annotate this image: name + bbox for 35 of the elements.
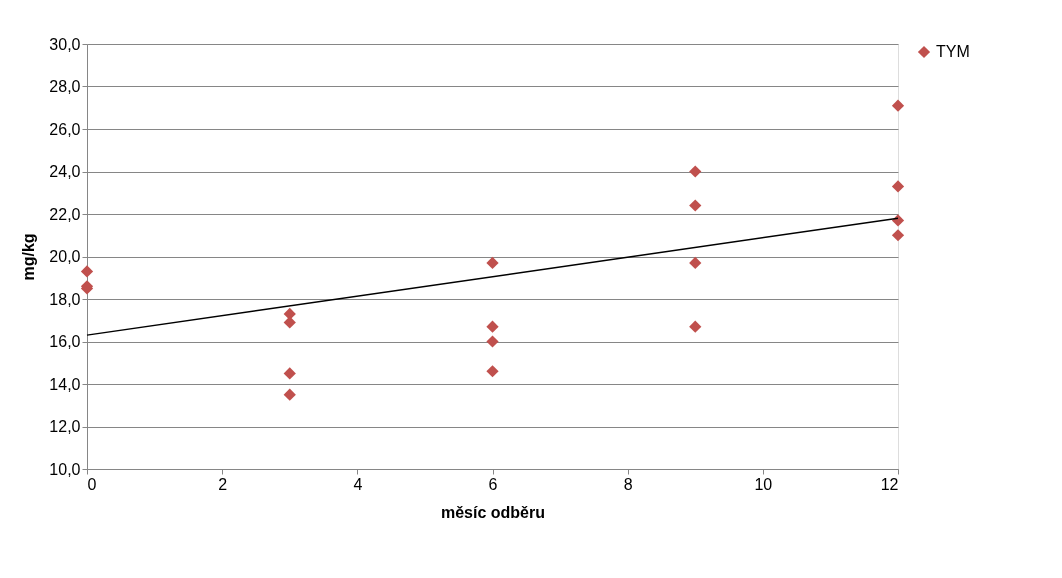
point xyxy=(689,256,702,269)
y-tick-label: 18,0 xyxy=(49,290,81,308)
point xyxy=(486,335,499,348)
y-tick-label: 24,0 xyxy=(49,163,81,180)
x-tick-label: 2 xyxy=(218,475,228,493)
y-tick-label: 30,0 xyxy=(49,35,81,53)
point xyxy=(689,320,702,333)
y-tick-label: 12,0 xyxy=(49,418,81,435)
point xyxy=(486,365,499,378)
point xyxy=(891,99,905,112)
x-tick-label: 0 xyxy=(87,475,97,493)
x-tick-label: 10 xyxy=(754,475,773,493)
x-tick-label: 6 xyxy=(488,475,498,493)
y-tick-label: 16,0 xyxy=(49,333,81,350)
point xyxy=(689,199,702,212)
y-tick-label: 26,0 xyxy=(49,120,81,138)
legend-label: TYM xyxy=(936,43,970,60)
y-axis-title: mg/kg xyxy=(20,233,38,281)
point xyxy=(891,180,905,193)
point xyxy=(689,165,702,178)
point xyxy=(283,388,296,401)
y-tick-label: 14,0 xyxy=(49,375,81,393)
point xyxy=(891,229,905,242)
y-tick-label: 28,0 xyxy=(49,78,81,95)
y-tick-label: 10,0 xyxy=(49,460,81,478)
point xyxy=(486,256,499,269)
x-tick-label: 12 xyxy=(880,475,899,493)
point xyxy=(80,265,94,278)
y-tick-label: 20,0 xyxy=(49,248,81,265)
x-tick-label: 4 xyxy=(353,475,363,493)
point xyxy=(486,320,499,333)
point xyxy=(283,367,296,380)
x-axis-title: měsíc odběru xyxy=(440,503,546,521)
y-tick-label: 22,0 xyxy=(49,205,81,223)
x-tick-label: 8 xyxy=(623,475,633,493)
